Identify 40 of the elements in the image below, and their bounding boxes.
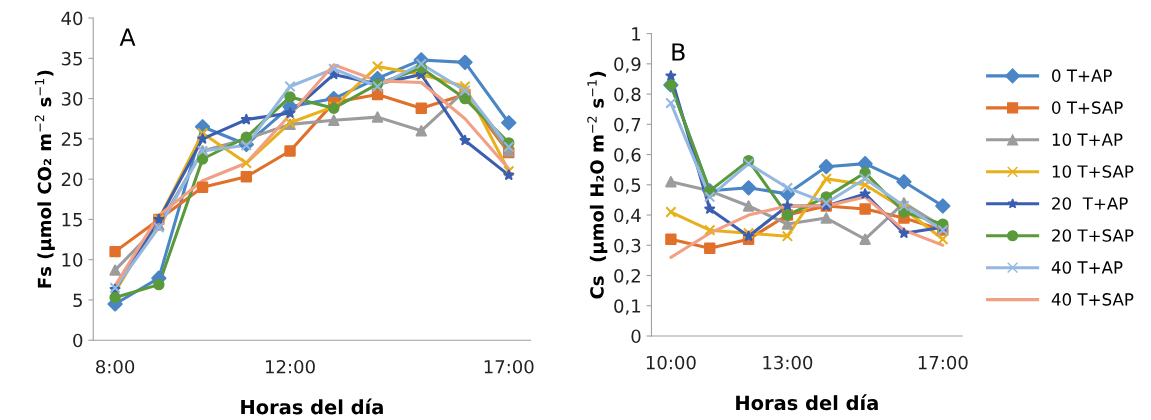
x-tick-label: 17:00 — [918, 355, 968, 370]
y-tick-label: 0,2 — [614, 268, 640, 285]
legend-label: 40 T+AP — [1051, 261, 1123, 274]
legend-label: 20 T+AP — [1052, 197, 1128, 210]
y-tick-label: 5 — [73, 293, 82, 308]
y-tick-label: 10 — [62, 253, 83, 267]
y-tick-label: 0,1 — [614, 299, 641, 315]
chart-title: B — [672, 43, 685, 61]
y-tick-label: 20 — [61, 172, 83, 187]
y-tick-label: 40 — [61, 11, 83, 26]
y-tick-label: 0,6 — [614, 148, 641, 164]
y-tick-label: 0,5 — [614, 178, 641, 194]
y-axis-title: Cs (µmol H₂O m$^{−2}$ s$^{−1}$) — [587, 71, 608, 299]
y-tick-label: 0 — [631, 329, 641, 344]
legend-label: 10 T+AP — [1052, 133, 1123, 146]
x-tick-label: 8:00 — [96, 359, 135, 374]
legend-label: 20 T+SAP — [1052, 229, 1134, 242]
y-tick-label: 1 — [632, 27, 641, 41]
y-tick-label: 35 — [61, 51, 82, 66]
legend-label: 0 T+AP — [1052, 69, 1112, 82]
y-axis-title: Fs (µmol CO₂ m$^{−2}$ s$^{−1}$) — [34, 70, 55, 288]
legend-label: 40 T+SAP — [1051, 293, 1134, 306]
x-tick-label: 10:00 — [646, 355, 696, 370]
y-tick-label: 15 — [62, 213, 82, 227]
x-tick-label: 17:00 — [484, 359, 534, 374]
y-tick-label: 0,3 — [614, 238, 641, 255]
y-tick-label: 0,9 — [614, 57, 641, 73]
y-tick-label: 0,8 — [614, 87, 641, 104]
y-tick-label: 0,7 — [614, 117, 641, 134]
legend-label: 0 T+SAP — [1052, 101, 1123, 114]
y-tick-label: 30 — [61, 92, 83, 106]
x-tick-label: 13:00 — [763, 355, 813, 370]
y-tick-label: 0 — [73, 333, 83, 348]
chart-title: A — [119, 28, 136, 46]
y-tick-label: 0,4 — [614, 208, 641, 224]
x-axis-title: Horas del día — [241, 398, 383, 415]
legend-label: 10 T+SAP — [1052, 165, 1134, 178]
y-tick-label: 25 — [61, 132, 82, 146]
x-tick-label: 12:00 — [266, 359, 315, 374]
x-axis-title: Horas del día — [736, 394, 878, 411]
